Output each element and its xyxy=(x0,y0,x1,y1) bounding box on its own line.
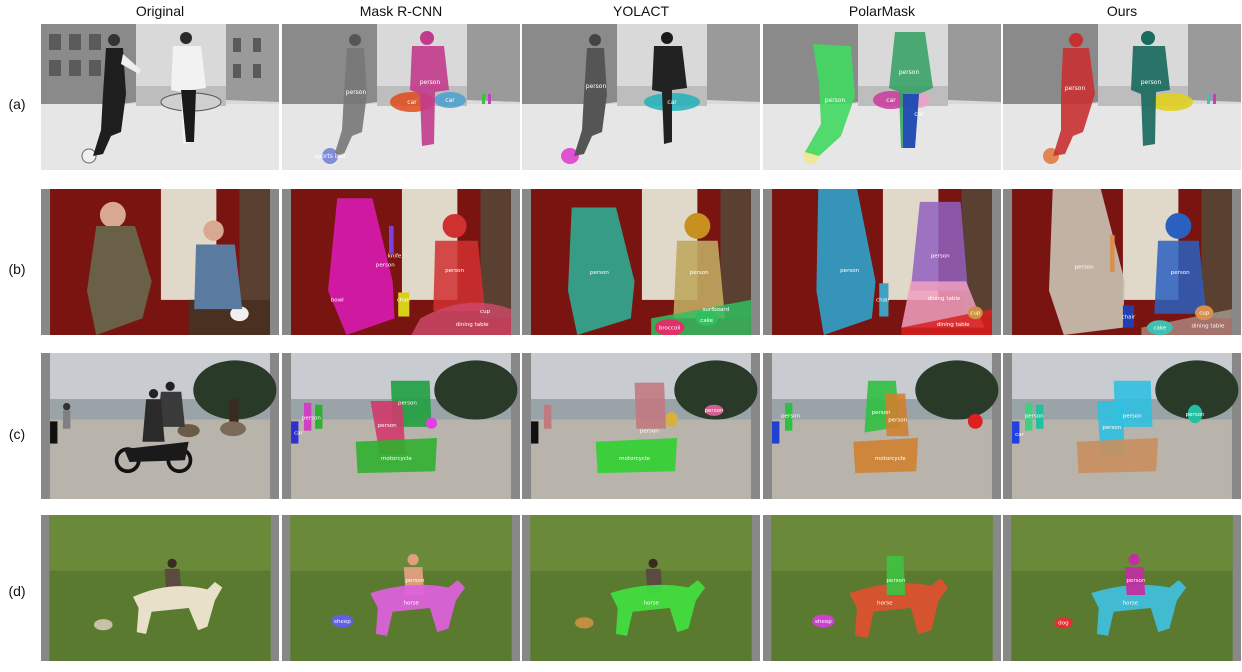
tag-a-mrcnn-2: car xyxy=(407,99,417,106)
tag-c-mrcnn-4: car xyxy=(294,430,303,436)
tag-b-polar-5: dining table xyxy=(937,322,970,328)
tag-b-mrcnn-1: person xyxy=(445,268,464,274)
tag-b-polar-3: dining table xyxy=(927,296,960,302)
tag-d-polar-2: sheep xyxy=(815,619,832,625)
image-c-yolact: person person motorcycle xyxy=(522,353,760,499)
column-header-mask-rcnn: Mask R-CNN xyxy=(359,3,443,19)
image-c-mask-rcnn: person person person motorcycle car xyxy=(282,353,520,499)
tag-b-yolact-1: person xyxy=(690,270,709,276)
row-label-c: (c) xyxy=(8,426,26,442)
tag-b-ours-4: cake xyxy=(1153,325,1166,331)
tag-a-yolact-0: person xyxy=(586,83,607,90)
tag-d-mrcnn-2: sheep xyxy=(334,619,351,625)
tag-d-ours-1: horse xyxy=(1123,600,1139,606)
image-d-polarmask: person horse sheep xyxy=(763,515,1001,661)
tag-a-polar-3: car xyxy=(914,111,924,118)
tag-a-polar-0: person xyxy=(825,97,846,104)
tag-c-mrcnn-2: person xyxy=(302,416,321,422)
image-d-yolact: horse xyxy=(522,515,760,661)
tag-b-mrcnn-4: bowl xyxy=(331,298,344,304)
tag-b-ours-3: cup xyxy=(1199,311,1210,317)
image-d-original xyxy=(41,515,279,661)
tag-c-mrcnn-3: motorcycle xyxy=(381,456,412,462)
tag-b-ours-5: dining table xyxy=(1191,324,1224,330)
tag-b-yolact-2: surfboard xyxy=(703,307,730,313)
tag-c-mrcnn-0: person xyxy=(398,401,417,407)
image-b-mask-rcnn: person person knife chair bowl dining ta… xyxy=(282,189,520,335)
tag-b-ours-0: person xyxy=(1075,264,1094,270)
tag-b-polar-2: chair xyxy=(876,298,890,304)
row-label-d: (d) xyxy=(8,583,26,599)
image-a-ours: person person xyxy=(1003,24,1241,170)
tag-a-ours-0: person xyxy=(1065,85,1086,92)
image-d-ours: person horse dog xyxy=(1003,515,1241,661)
tag-b-yolact-4: cake xyxy=(700,318,713,324)
row-label-b: (b) xyxy=(8,261,26,277)
column-header-yolact: YOLACT xyxy=(612,3,669,19)
column-header-polarmask: PolarMask xyxy=(848,3,916,19)
tag-b-ours-1: person xyxy=(1171,270,1190,276)
tag-c-ours-1: person xyxy=(1102,425,1121,431)
image-d-mask-rcnn: person horse sheep xyxy=(282,515,520,661)
tag-c-ours-2: person xyxy=(1025,414,1044,420)
tag-c-yolact-0: person xyxy=(640,428,659,434)
tag-d-polar-1: horse xyxy=(877,600,893,606)
tag-d-mrcnn-0: person xyxy=(405,578,425,584)
tag-c-mrcnn-1: person xyxy=(378,423,397,429)
tag-b-mrcnn-5: dining table xyxy=(456,322,489,328)
tag-c-polar-0: person xyxy=(872,410,891,416)
tag-d-mrcnn-1: horse xyxy=(403,600,419,606)
tag-c-polar-2: person xyxy=(781,414,800,420)
tag-a-yolact-1: car xyxy=(667,99,677,106)
tag-b-mrcnn-2: knife xyxy=(388,253,402,259)
tag-a-polar-2: car xyxy=(886,97,896,104)
column-header-original: Original xyxy=(135,3,185,19)
row-label-a: (a) xyxy=(8,96,26,112)
tag-b-yolact-3: broccoli xyxy=(659,325,681,331)
tag-a-mrcnn-1: person xyxy=(346,89,367,96)
tag-c-yolact-2: motorcycle xyxy=(619,456,650,462)
tag-c-polar-3: motorcycle xyxy=(875,456,906,462)
tag-d-yolact-0: horse xyxy=(643,600,659,606)
image-b-ours: person person chair cup cake dining tabl… xyxy=(1003,189,1241,335)
image-a-original xyxy=(41,24,279,170)
image-c-polarmask: person person person motorcycle xyxy=(763,353,1001,499)
tag-b-polar-0: person xyxy=(840,268,859,274)
tag-b-ours-2: chair xyxy=(1122,314,1136,320)
tag-b-mrcnn-0: person xyxy=(376,263,395,269)
tag-c-ours-0: person xyxy=(1123,414,1142,420)
tag-d-ours-0: person xyxy=(1126,578,1146,584)
tag-c-yolact-1: person xyxy=(705,408,724,414)
tag-c-ours-4: car xyxy=(1015,432,1024,438)
tag-b-polar-1: person xyxy=(931,253,950,259)
image-c-original xyxy=(41,353,279,499)
tag-b-mrcnn-6: cup xyxy=(480,309,491,315)
image-b-polarmask: person person chair dining table cup din… xyxy=(763,189,1001,335)
tag-a-ours-1: person xyxy=(1141,79,1162,86)
image-b-original xyxy=(41,189,279,335)
tag-c-polar-1: person xyxy=(888,417,907,423)
image-a-polarmask: person person car car xyxy=(763,24,1001,170)
column-header-ours: Ours xyxy=(1106,3,1138,19)
tag-a-mrcnn-3: car xyxy=(445,97,455,104)
tag-b-polar-4: cup xyxy=(970,311,981,317)
tag-c-ours-3: person xyxy=(1186,412,1205,418)
image-b-yolact: person person surfboard broccoli cake xyxy=(522,189,760,335)
image-c-ours: person person person person car xyxy=(1003,353,1241,499)
image-a-yolact: person car xyxy=(522,24,760,170)
tag-b-yolact-0: person xyxy=(590,270,609,276)
tag-b-mrcnn-3: chair xyxy=(397,298,411,304)
tag-d-polar-0: person xyxy=(886,578,906,584)
tag-d-ours-2: dog xyxy=(1058,621,1069,627)
tag-a-mrcnn-0: person xyxy=(420,79,441,86)
tag-a-polar-1: person xyxy=(899,69,920,76)
image-a-mask-rcnn: person person car car sports ball xyxy=(282,24,520,170)
tag-a-mrcnn-4: sports ball xyxy=(314,153,346,160)
